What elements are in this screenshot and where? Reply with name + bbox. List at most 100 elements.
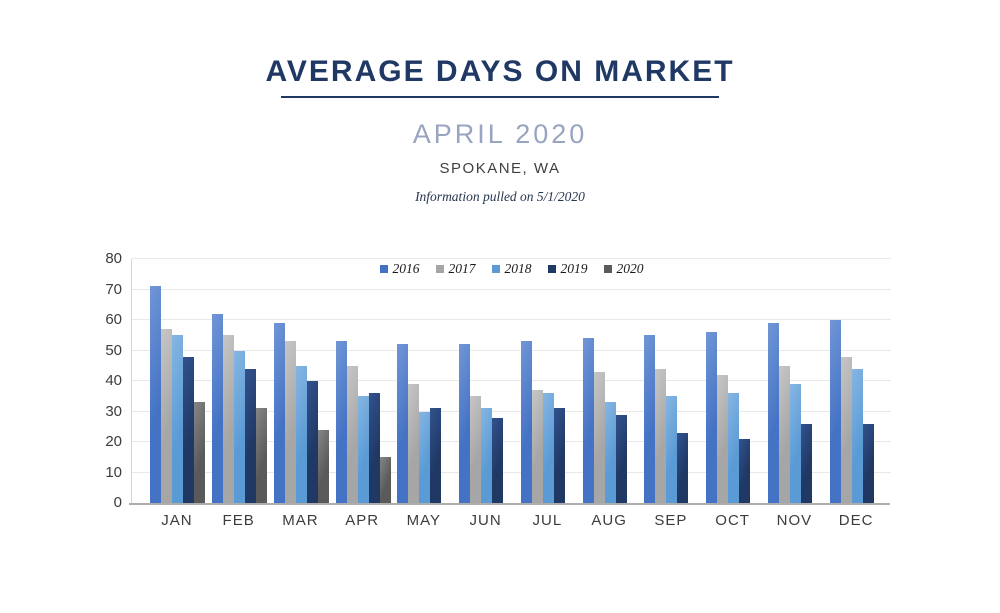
bar-2016-mar (273, 323, 285, 503)
bar-2017-may (408, 384, 420, 503)
bar-2019-jun (492, 417, 504, 503)
legend-item-2017: 2017 (435, 261, 476, 277)
legend-label-2016: 2016 (392, 261, 420, 276)
x-tick-label-may: MAY (406, 512, 442, 529)
report-month: APRIL 2020 (412, 119, 588, 149)
bar-2016-dec (829, 320, 841, 503)
bar-2018-jun (481, 408, 493, 503)
bar-group-jul (518, 259, 580, 503)
legend-label-2020: 2020 (616, 261, 644, 276)
bar-2016-nov (767, 323, 779, 503)
bar-group-jan (147, 259, 209, 503)
bar-2016-oct (706, 332, 718, 503)
gridline-50 (132, 349, 891, 351)
bar-2018-jul (542, 393, 554, 503)
bar-2016-jun (459, 344, 471, 503)
bar-2017-jul (531, 390, 543, 503)
data-pull-note: Information pulled on 5/1/2020 (415, 189, 585, 204)
x-tick-label-sep: SEP (654, 512, 688, 529)
bar-2016-sep (644, 335, 656, 503)
bar-2019-aug (615, 414, 627, 503)
legend-swatch-2017 (435, 265, 444, 273)
bar-2018-may (419, 411, 431, 503)
bar-2018-mar (295, 365, 307, 503)
bar-2019-feb (245, 368, 257, 503)
bar-2018-oct (728, 393, 740, 503)
bar-2018-jan (172, 335, 184, 503)
gridline-70 (132, 288, 891, 290)
bar-2019-oct (739, 438, 751, 503)
y-tick-label-40: 40 (105, 372, 122, 389)
bar-2017-dec (840, 356, 852, 503)
bar-2018-sep (666, 396, 678, 503)
bar-2018-nov (789, 384, 801, 503)
x-tick-label-jan: JAN (161, 512, 193, 529)
bar-group-aug (579, 259, 641, 503)
gridline-10 (132, 471, 891, 473)
bar-2017-mar (284, 341, 296, 503)
bar-group-dec (826, 259, 888, 503)
bar-2019-nov (800, 423, 812, 503)
bar-groups (132, 259, 891, 503)
bar-2016-feb (212, 313, 224, 503)
y-tick-label-30: 30 (105, 402, 122, 420)
bar-group-may (394, 259, 456, 503)
bar-2019-sep (677, 432, 689, 503)
bar-2016-jan (150, 286, 162, 503)
x-tick-label-dec: DEC (838, 512, 874, 529)
legend-item-2019: 2019 (547, 261, 588, 277)
gridline-80 (132, 258, 891, 259)
title-underline (281, 96, 719, 98)
legend-item-2018: 2018 (491, 261, 532, 277)
legend-swatch-2018 (491, 265, 500, 273)
x-tick-label-jun: JUN (469, 512, 502, 529)
bar-group-nov (765, 259, 827, 503)
plot-area: 2016 2017 2018 2019 2020 (131, 258, 891, 503)
bar-2018-feb (234, 350, 246, 503)
y-tick-label-20: 20 (105, 433, 122, 450)
bar-group-apr (332, 259, 394, 503)
bar-2016-jul (520, 341, 532, 503)
chart-legend: 2016 2017 2018 2019 2020 (379, 261, 644, 277)
bar-2019-apr (368, 393, 380, 503)
bar-group-mar (271, 259, 333, 503)
legend-label-2018: 2018 (504, 261, 532, 276)
y-tick-label-60: 60 (105, 311, 122, 328)
gridline-30 (132, 410, 891, 412)
bar-2020-mar (317, 429, 329, 503)
y-tick-label-80: 80 (105, 250, 122, 267)
y-tick-label-50: 50 (105, 341, 122, 359)
bar-group-jun (456, 259, 518, 503)
gridline-40 (132, 380, 891, 381)
x-tick-label-mar: MAR (282, 512, 319, 529)
bar-2019-jul (553, 408, 565, 503)
bar-2019-jan (183, 356, 195, 503)
y-tick-label-10: 10 (105, 463, 122, 481)
y-tick-label-0: 0 (113, 494, 122, 511)
gridline-20 (132, 441, 891, 442)
bar-2016-aug (582, 338, 594, 503)
x-tick-label-apr: APR (345, 512, 380, 529)
legend-swatch-2020 (603, 265, 612, 273)
y-tick-label-70: 70 (105, 280, 122, 298)
x-tick-label-oct: OCT (715, 512, 750, 529)
bar-2019-dec (862, 423, 874, 503)
page-title: AVERAGE DAYS ON MARKET (265, 55, 735, 88)
bar-2017-jan (161, 329, 173, 503)
bar-2020-jan (194, 402, 206, 503)
x-axis: JAN FEB MAR APR MAY JUN JUL AUG SEP OCT NOV DEC (131, 512, 890, 529)
bar-2017-jun (470, 396, 482, 503)
bar-2017-nov (778, 365, 790, 503)
legend-label-2019: 2019 (560, 261, 588, 276)
x-tick-label-nov: NOV (776, 512, 813, 529)
bar-group-sep (641, 259, 703, 503)
bar-2016-apr (335, 341, 347, 503)
bar-2017-oct (717, 374, 729, 503)
bar-2018-aug (604, 402, 616, 503)
legend-item-2020: 2020 (603, 261, 644, 277)
bar-2017-apr (346, 365, 358, 503)
bar-2019-mar (306, 381, 318, 503)
bar-group-feb (209, 259, 271, 503)
legend-label-2017: 2017 (448, 261, 476, 276)
legend-swatch-2019 (547, 265, 556, 273)
